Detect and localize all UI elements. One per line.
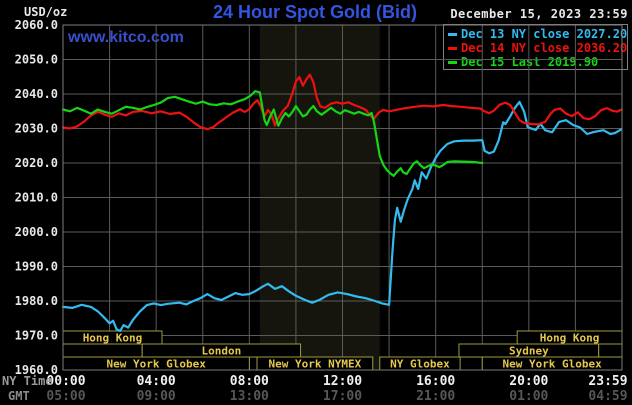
chart-datetime: December 15, 2023 23:59 [450,7,628,21]
session-label: NY Globex [390,358,450,371]
series-dash-icon [448,60,457,64]
x-tick-gmt-time: 21:00 [416,389,455,404]
y-tick-label: 2050.0 [15,53,58,67]
x-tick-ny-time: 12:00 [323,374,362,389]
series-line-dec-13 [61,100,623,333]
legend-item-label: Dec 15 Last 2019.90 [461,55,599,69]
x-tick-gmt-time: 09:00 [137,389,176,404]
page-title: 24 Hour Spot Gold (Bid) [213,2,417,22]
legend-item: Dec 15 Last 2019.90 [448,55,627,69]
legend: Dec 13 NY close 2027.20 Dec 14 NY close … [443,24,628,70]
plot-border [62,24,623,371]
y-tick-label: 2060.0 [15,18,58,32]
y-tick-label: 1980.0 [15,294,58,308]
y-tick-label: 1960.0 [15,363,58,377]
y-tick-label: 2040.0 [15,87,58,101]
session-label: London [202,345,242,358]
series-dash-icon [448,32,457,36]
session-label: Hong Kong [83,332,143,345]
x-tick-ny-time: 20:00 [509,374,548,389]
session-label: Sydney [509,345,549,358]
x-tick-ny-time: 08:00 [230,374,269,389]
session-label: New York Globex [502,358,602,371]
y-tick-label: 1990.0 [15,260,58,274]
gmt-axis-caption: GMT [8,389,30,403]
session-label: New York NYMEX [269,358,362,371]
series-line-dec-14 [61,73,623,131]
x-tick-gmt-time: 05:00 [46,389,85,404]
x-tick-ny-time: 04:00 [137,374,176,389]
y-tick-label: 2030.0 [15,122,58,136]
y-tick-label: 2010.0 [15,191,58,205]
ny-time-axis-caption: NY Time [2,374,53,388]
series-line-dec-15 [61,90,484,177]
x-tick-ny-time: 16:00 [416,374,455,389]
x-tick-gmt-time: 04:59 [588,389,627,404]
y-tick-label: 2020.0 [15,156,58,170]
x-tick-gmt-time: 13:00 [230,389,269,404]
x-tick-gmt-time: 17:00 [323,389,362,404]
session-label: Hong Kong [540,332,600,345]
x-tick-ny-time: 23:59 [588,374,627,389]
x-tick-gmt-time: 01:00 [509,389,548,404]
kitco-watermark-link[interactable]: www.kitco.com [68,29,184,46]
legend-item: Dec 13 NY close 2027.20 [448,27,627,41]
y-axis-unit-label: USD/oz [24,5,68,19]
legend-item-label: Dec 13 NY close 2027.20 [461,27,628,41]
session-box [598,343,623,358]
y-tick-label: 1970.0 [15,329,58,343]
y-tick-label: 2000.0 [15,225,58,239]
session-label: New York Globex [106,358,206,371]
legend-item: Dec 14 NY close 2036.20 [448,41,627,55]
session-box [62,343,143,358]
legend-item-label: Dec 14 NY close 2036.20 [461,41,628,55]
series-dash-icon [448,46,457,50]
x-tick-ny-time: 00:00 [46,374,85,389]
